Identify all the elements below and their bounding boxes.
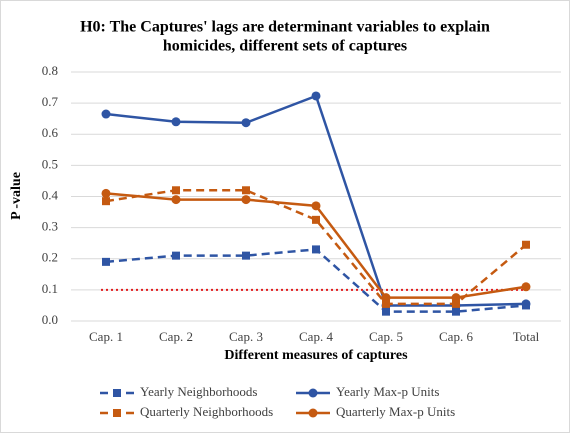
x-tick-label: Cap. 1 [89,329,123,344]
data-point [241,118,251,128]
x-tick-label: Cap. 4 [299,329,333,344]
data-point [172,251,180,260]
data-point [171,195,181,205]
data-point [451,293,461,303]
data-point [381,293,391,303]
data-point [171,117,181,127]
data-point [312,245,320,254]
legend-label: Quarterly Neighborhoods [140,404,273,419]
y-tick-label: 0.4 [42,187,59,202]
data-point [172,186,180,195]
x-tick-label: Total [513,329,540,344]
data-point [102,257,110,266]
data-point [521,282,531,292]
data-point [242,186,250,195]
y-tick-label: 0.6 [42,125,59,140]
x-tick-label: Cap. 2 [159,329,193,344]
data-point [522,240,530,249]
data-point [101,188,111,198]
data-point [312,215,320,224]
legend-marker [308,388,318,398]
legend-label: Yearly Neighborhoods [140,384,257,399]
y-tick-label: 0.5 [42,156,58,171]
data-point [311,201,321,211]
legend-label: Yearly Max-p Units [336,384,439,399]
legend-label: Quarterly Max-p Units [336,404,455,419]
data-point [102,197,110,206]
y-tick-label: 0.8 [42,63,58,78]
y-axis-title: P -value [9,172,24,220]
legend-marker [113,409,121,417]
data-point [521,299,531,309]
y-tick-label: 0.0 [42,312,58,327]
data-point [382,299,390,308]
x-tick-label: Cap. 6 [439,329,473,344]
chart-title: homicides, different sets of captures [163,38,407,55]
y-tick-label: 0.7 [42,94,59,109]
legend-marker [113,389,121,397]
chart-title: H0: The Captures' lags are determinant v… [80,19,490,36]
data-point [101,109,111,119]
data-point [242,251,250,260]
x-tick-label: Cap. 3 [229,329,263,344]
legend-marker [308,408,318,418]
data-point [241,195,251,205]
x-axis-title: Different measures of captures [224,348,408,363]
y-tick-label: 0.2 [42,250,58,265]
data-point [452,299,460,308]
data-point [382,307,390,316]
data-point [311,91,321,101]
data-point [452,307,460,316]
y-tick-label: 0.1 [42,281,58,296]
x-tick-label: Cap. 5 [369,329,403,344]
y-tick-label: 0.3 [42,219,58,234]
